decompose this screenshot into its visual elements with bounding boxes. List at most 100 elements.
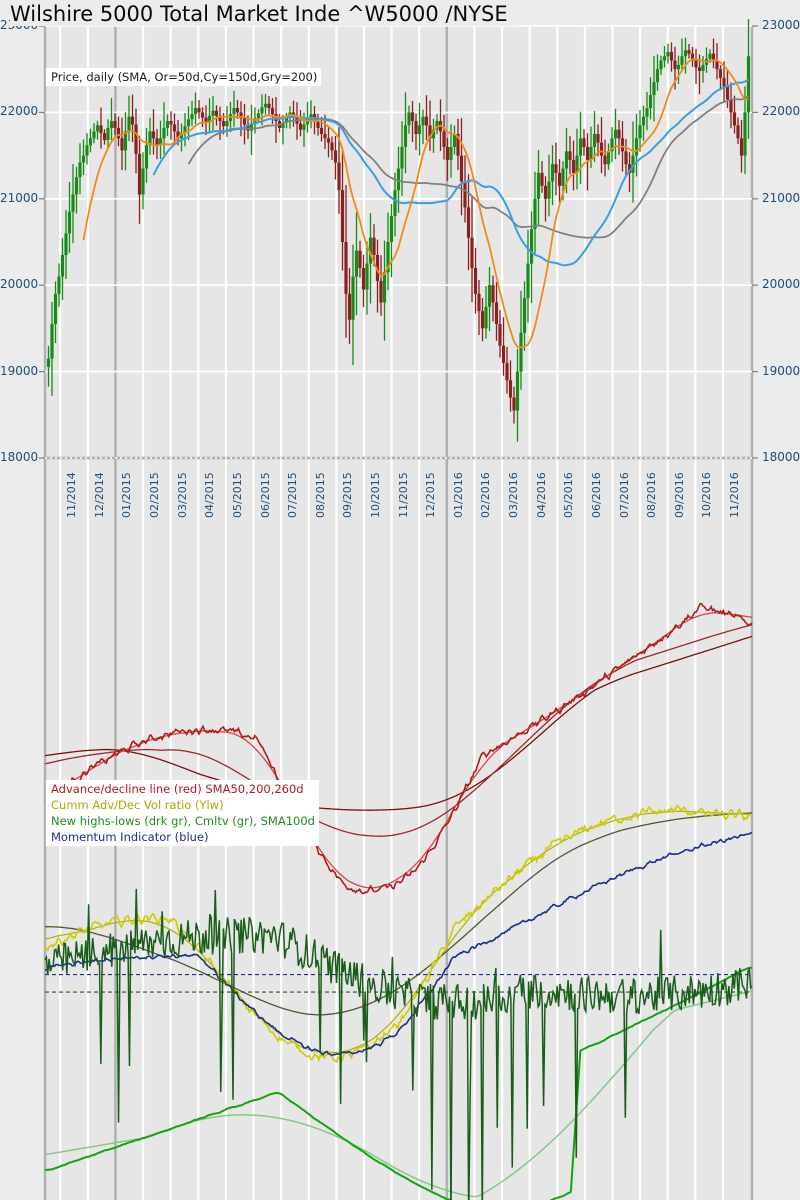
x-axis-label: 07/2016 <box>617 472 631 518</box>
candle-body <box>46 358 51 367</box>
candle-body <box>599 142 604 156</box>
candle-body <box>498 324 502 346</box>
candle-body <box>501 345 506 363</box>
candle-body <box>610 138 614 152</box>
candle-body <box>186 119 191 127</box>
candle-body <box>225 121 229 127</box>
candle-body <box>456 134 460 156</box>
y-axis-label-right: 18000 <box>762 450 800 464</box>
candle-body <box>256 113 261 119</box>
candle-body <box>557 172 562 186</box>
candle-body <box>137 153 142 195</box>
candle-body <box>260 107 264 114</box>
sma-150d-line <box>152 78 750 267</box>
y-axis-label-left: 20000 <box>0 277 39 292</box>
candle-body <box>53 293 58 325</box>
x-axis-label: 08/2015 <box>313 472 327 518</box>
candle-body <box>515 371 520 411</box>
candle-body <box>67 211 72 234</box>
candle-body <box>305 119 310 125</box>
candle-body <box>494 302 499 325</box>
candle-body <box>57 276 61 294</box>
candle-body <box>323 134 327 139</box>
candle-body <box>85 145 89 156</box>
x-axis-label: 02/2016 <box>479 472 493 518</box>
candle-body <box>193 108 198 115</box>
momentum-indicator-line <box>44 831 753 1056</box>
candle-body <box>165 121 170 128</box>
candle-body <box>540 172 544 186</box>
candle-body <box>141 168 145 195</box>
candle-body <box>452 134 457 147</box>
candle-body <box>547 181 551 199</box>
candle-body <box>575 155 579 173</box>
candle-body <box>701 64 705 71</box>
x-axis-label: 03/2016 <box>507 472 521 518</box>
candle-body <box>239 112 243 119</box>
candle-body <box>729 99 733 113</box>
x-axis-label: 01/2016 <box>451 472 465 518</box>
xaxis-band-background <box>45 458 752 526</box>
sma-200d-line <box>187 95 750 239</box>
candle-body <box>389 216 394 242</box>
advance-decline-line <box>44 602 753 895</box>
price-plot-background <box>45 26 752 458</box>
candle-body <box>613 129 618 139</box>
candle-body <box>722 77 726 87</box>
candle-body <box>207 115 212 123</box>
cumulative-new-highs-lows-line <box>44 966 753 1200</box>
candle-body <box>694 60 698 68</box>
candle-body <box>81 155 86 163</box>
candle-body <box>235 108 240 113</box>
candle-body <box>414 121 418 134</box>
candle-body <box>183 126 187 134</box>
candle-body <box>249 124 254 131</box>
candle-body <box>347 293 352 320</box>
candle-body <box>641 116 646 126</box>
candle-body <box>477 293 481 312</box>
y-axis-label-left: 22000 <box>0 104 39 119</box>
candle-body <box>64 233 68 255</box>
candle-body <box>284 117 289 123</box>
candle-body <box>505 362 509 381</box>
candle-body <box>221 121 226 127</box>
candle-body <box>337 162 341 191</box>
candle-body <box>361 267 366 290</box>
candle-body <box>396 168 401 191</box>
candle-body <box>718 69 723 78</box>
candle-body <box>648 95 653 109</box>
candle-body <box>743 112 747 156</box>
x-axis-label: 09/2016 <box>672 472 686 518</box>
candle-body <box>669 51 674 61</box>
candle-body <box>673 60 677 70</box>
candle-body <box>298 123 303 130</box>
candle-body <box>417 125 422 134</box>
candle-body <box>386 242 390 273</box>
candle-body <box>655 69 660 83</box>
x-axis-label: 09/2015 <box>341 472 355 518</box>
candle-body <box>333 150 338 163</box>
candle-body <box>592 134 597 147</box>
candle-body <box>568 151 572 160</box>
candle-body <box>200 112 205 118</box>
y-axis-label-right: 23000 <box>762 18 800 32</box>
candle-body <box>263 103 268 108</box>
candle-body <box>176 131 180 139</box>
candle-body <box>130 116 135 125</box>
candle-body <box>631 155 635 173</box>
candle-body <box>116 127 121 139</box>
indicator-legend-line-3: Momentum Indicator (blue) <box>51 830 209 844</box>
candle-body <box>529 229 534 264</box>
x-axis-label: 12/2014 <box>92 472 106 518</box>
candle-body <box>442 131 446 147</box>
candle-body <box>564 151 569 169</box>
candle-body <box>666 51 670 57</box>
candle-body <box>344 242 348 294</box>
candle-body <box>708 53 712 59</box>
candle-body <box>519 332 523 372</box>
ad-sma260-line <box>44 635 753 811</box>
candle-body <box>281 122 285 128</box>
candle-body <box>487 285 492 307</box>
candle-body <box>393 190 397 217</box>
candle-body <box>407 112 411 126</box>
